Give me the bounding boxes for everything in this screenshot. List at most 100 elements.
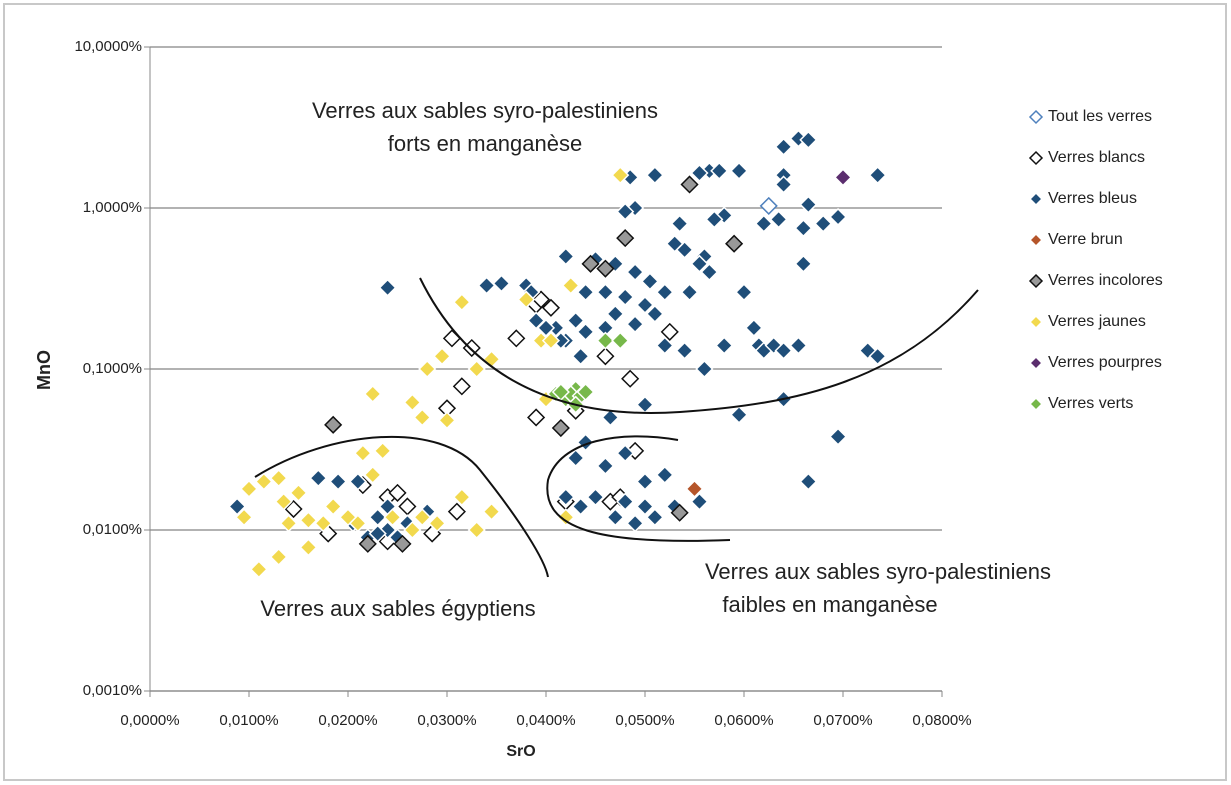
point xyxy=(363,465,382,484)
x-tick-label: 0,0200% xyxy=(318,712,377,729)
legend-marker xyxy=(1028,355,1044,371)
point xyxy=(507,329,526,348)
point xyxy=(655,336,674,355)
point xyxy=(437,411,457,430)
point xyxy=(690,163,709,183)
point xyxy=(358,534,377,553)
point xyxy=(626,315,645,334)
point xyxy=(348,514,367,533)
point xyxy=(348,472,367,491)
point xyxy=(309,469,328,488)
chart-frame xyxy=(3,3,1227,781)
point xyxy=(606,254,625,273)
point xyxy=(566,448,585,468)
legend-marker xyxy=(1028,314,1044,330)
point xyxy=(452,488,471,507)
point xyxy=(868,166,887,185)
point xyxy=(725,234,744,253)
legend-marker xyxy=(1028,191,1044,207)
point xyxy=(517,290,536,309)
point xyxy=(279,514,298,533)
point xyxy=(531,290,551,309)
point xyxy=(729,161,749,180)
point xyxy=(289,483,308,502)
x-tick-label: 0,0700% xyxy=(813,712,872,729)
point xyxy=(754,214,773,233)
point xyxy=(596,331,615,350)
point xyxy=(616,229,635,248)
point xyxy=(799,472,818,491)
point xyxy=(576,322,595,341)
point xyxy=(571,347,590,366)
point xyxy=(556,247,575,266)
legend-marker xyxy=(1028,396,1044,412)
legend-label: Verres verts xyxy=(1048,395,1133,412)
point xyxy=(655,465,674,484)
point xyxy=(744,318,763,337)
legend-label: Verre brun xyxy=(1048,231,1123,248)
point xyxy=(383,508,402,527)
y-tick-label: 1,0000% xyxy=(83,199,142,216)
point xyxy=(705,210,724,229)
point xyxy=(299,538,318,557)
x-tick-label: 0,0300% xyxy=(417,712,476,729)
point xyxy=(413,508,432,527)
point xyxy=(586,488,605,507)
point xyxy=(541,298,561,317)
point xyxy=(596,259,615,278)
legend-label: Verres pourpres xyxy=(1048,354,1162,371)
point xyxy=(833,168,853,187)
point xyxy=(655,283,674,302)
point xyxy=(596,283,615,302)
point xyxy=(814,214,833,233)
point xyxy=(249,560,268,579)
curve xyxy=(546,435,731,542)
point xyxy=(715,336,734,355)
legend-marker xyxy=(1028,232,1044,248)
point xyxy=(254,472,273,491)
point xyxy=(794,219,813,238)
point xyxy=(626,441,645,460)
point xyxy=(388,483,407,502)
point xyxy=(353,444,372,463)
point xyxy=(393,534,412,553)
point xyxy=(269,469,288,488)
point xyxy=(660,322,679,341)
point xyxy=(527,311,546,330)
point xyxy=(269,547,288,567)
point xyxy=(799,130,818,149)
x-tick-label: 0,0400% xyxy=(516,712,575,729)
point xyxy=(645,508,664,527)
legend-label: Verres bleus xyxy=(1048,190,1137,207)
point xyxy=(680,175,699,194)
point xyxy=(541,331,561,350)
curve xyxy=(254,435,549,578)
annotation: forts en manganèse xyxy=(388,131,582,156)
point xyxy=(799,195,818,214)
point xyxy=(239,479,259,498)
point xyxy=(536,318,556,337)
point xyxy=(675,341,694,360)
point xyxy=(759,196,778,215)
point xyxy=(794,254,813,273)
point xyxy=(616,202,635,221)
point xyxy=(576,382,595,402)
x-tick-label: 0,0500% xyxy=(615,712,674,729)
point xyxy=(571,497,590,516)
point xyxy=(690,254,709,273)
legend-marker xyxy=(1028,150,1044,166)
point xyxy=(606,304,625,323)
point xyxy=(670,503,689,522)
point xyxy=(611,331,630,350)
x-tick-label: 0,0800% xyxy=(912,712,971,729)
point xyxy=(338,508,358,527)
point xyxy=(665,234,684,253)
point xyxy=(234,508,254,527)
point xyxy=(551,418,570,438)
point xyxy=(670,214,689,233)
point xyxy=(576,283,595,302)
annotation: Verres aux sables syro-palestiniens xyxy=(705,559,1051,584)
annotation: Verres aux sables égyptiens xyxy=(260,596,535,621)
point xyxy=(492,274,511,293)
region-curves xyxy=(254,277,979,578)
